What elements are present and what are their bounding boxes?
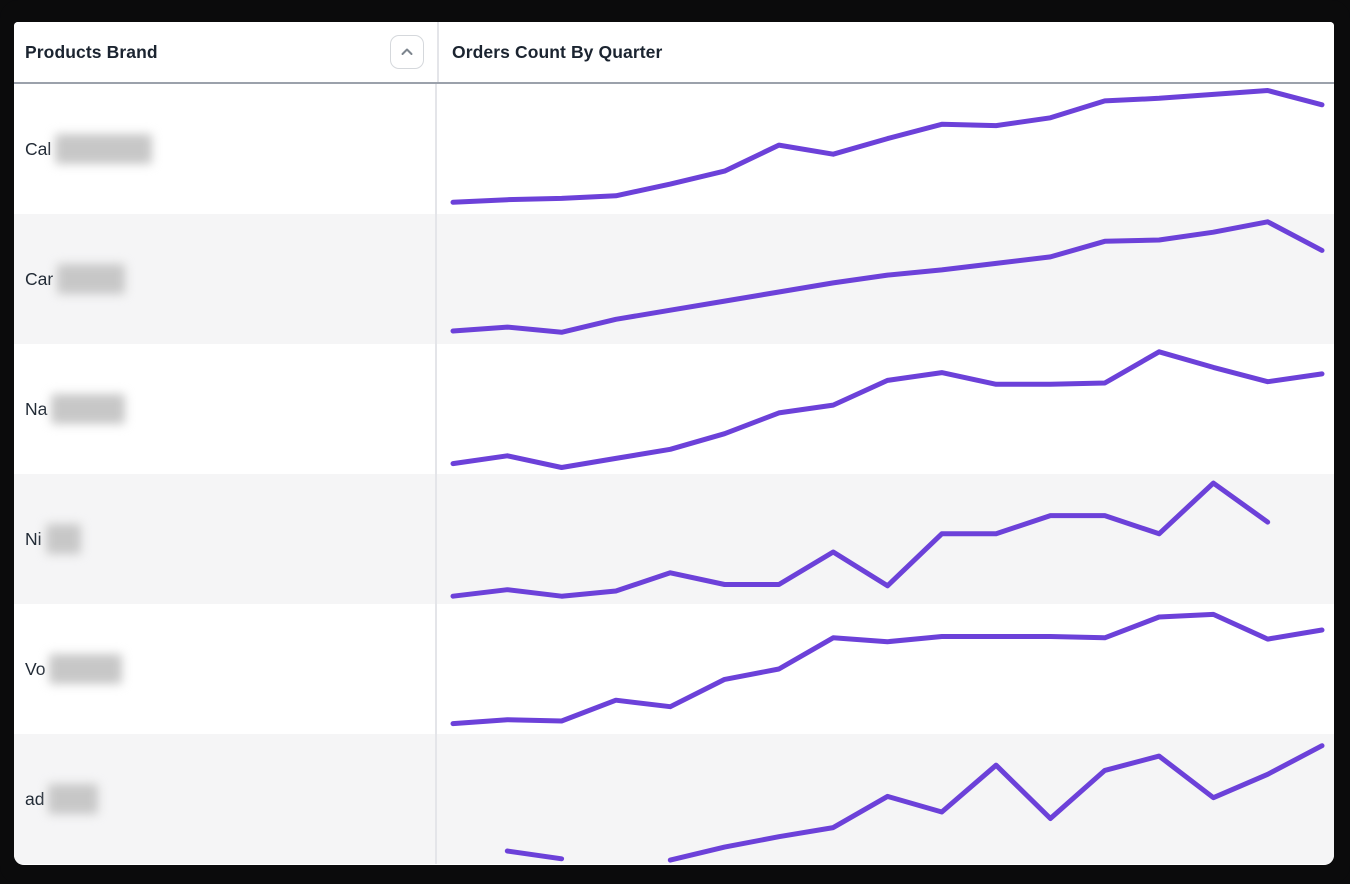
orders-chart-cell: [435, 474, 1334, 604]
brand-cell: Na: [14, 344, 435, 474]
column-header-products-brand: Products Brand: [14, 22, 437, 82]
table-card: Products Brand Orders Count By Quarter C…: [14, 22, 1334, 865]
sparkline-segment: [504, 848, 565, 862]
redacted-brand-text: [45, 524, 81, 554]
brand-cell: Ni: [14, 474, 435, 604]
sparkline-segment: [450, 349, 1325, 470]
orders-chart-cell: [435, 214, 1334, 344]
sparkline-segment: [450, 88, 1325, 205]
brand-label: Na: [25, 398, 48, 419]
sparkline-segment: [450, 611, 1325, 727]
brand-cell: ad: [14, 734, 435, 864]
table-header: Products Brand Orders Count By Quarter: [14, 22, 1334, 84]
products-brand-header-label: Products Brand: [25, 41, 158, 62]
brand-label: Vo: [25, 658, 46, 679]
redacted-brand-text: [57, 264, 126, 294]
brand-cell: Car: [14, 214, 435, 344]
redacted-brand-text: [48, 784, 99, 814]
orders-sparkline: [504, 743, 1325, 863]
orders-chart-cell: [435, 604, 1334, 734]
sparkline-segment: [450, 480, 1271, 599]
brand-label: Car: [25, 268, 54, 289]
orders-chart-cell: [435, 344, 1334, 474]
sparkline-segment: [667, 743, 1325, 863]
brand-label: ad: [25, 788, 45, 809]
redacted-brand-text: [55, 134, 153, 164]
orders-sparkline: [450, 219, 1325, 335]
sparkline-segment: [450, 219, 1325, 335]
brand-label: Cal: [25, 138, 52, 159]
table-row: Cal: [14, 84, 1334, 214]
redacted-brand-text: [51, 394, 126, 424]
redacted-brand-text: [49, 654, 123, 684]
sort-ascending-button[interactable]: [390, 35, 424, 69]
brand-label: Ni: [25, 528, 42, 549]
table-body: Cal Car Na Ni Vo ad: [14, 84, 1334, 864]
orders-chart-cell: [435, 734, 1334, 864]
orders-sparkline: [450, 349, 1325, 470]
table-row: ad: [14, 734, 1334, 864]
orders-sparkline: [450, 88, 1325, 205]
brand-cell: Vo: [14, 604, 435, 734]
table-row: Na: [14, 344, 1334, 474]
orders-sparkline: [450, 480, 1271, 599]
table-row: Ni: [14, 474, 1334, 604]
orders-sparkline: [450, 611, 1325, 727]
table-row: Car: [14, 214, 1334, 344]
column-header-orders-count: Orders Count By Quarter: [437, 22, 1334, 82]
orders-count-header-label: Orders Count By Quarter: [452, 41, 663, 62]
table-row: Vo: [14, 604, 1334, 734]
orders-chart-cell: [435, 84, 1334, 214]
brand-cell: Cal: [14, 84, 435, 214]
chevron-up-icon: [401, 48, 413, 55]
